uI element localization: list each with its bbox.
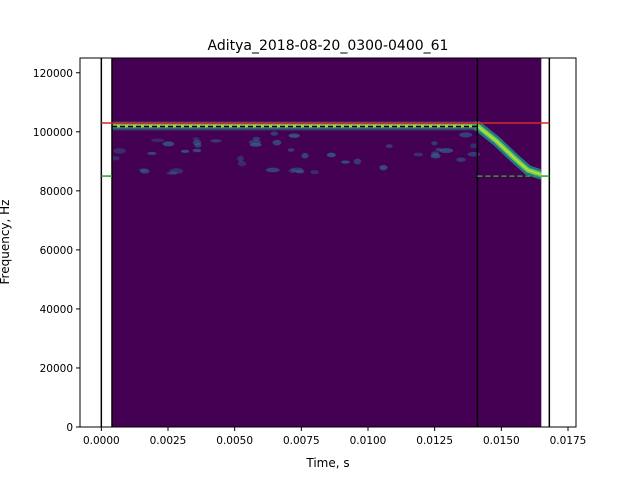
spectrogram-speckle: [147, 151, 157, 155]
spectrogram-speckle: [353, 158, 362, 165]
x-tick-label: 0.0175: [550, 435, 587, 447]
spectrogram-speckle: [467, 151, 481, 157]
y-tick-label: 0: [66, 422, 73, 434]
y-tick-label: 80000: [40, 186, 73, 198]
spectrogram-speckle: [162, 141, 175, 147]
spectrogram-speckle: [435, 147, 442, 152]
flat-band-core: [112, 124, 478, 128]
y-tick-label: 60000: [40, 245, 73, 257]
x-tick-label: 0.0125: [416, 435, 453, 447]
spectrogram-speckle: [210, 139, 222, 143]
spectrogram-speckle: [385, 144, 393, 148]
x-axis-label: Time, s: [305, 456, 349, 470]
chirp-core: [476, 124, 542, 176]
x-tick-label: 0.0050: [216, 435, 253, 447]
spectrogram-speckle: [112, 156, 120, 161]
chart-title: Aditya_2018-08-20_0300-0400_61: [208, 38, 449, 54]
spectrogram-speckle: [113, 148, 126, 154]
spectrogram-speckle: [430, 153, 441, 159]
spectrogram-speckle: [265, 167, 280, 173]
spectrogram-speckle: [288, 133, 300, 138]
spectrogram-speckle: [456, 157, 466, 162]
spectrogram-speckle: [166, 171, 178, 175]
spectrogram-speckle: [140, 168, 150, 174]
spectrogram-speckle: [287, 148, 295, 152]
y-tick-label: 120000: [33, 68, 73, 80]
x-axis: 0.0000 0.0025 0.0050 0.0075 0.0100 0.0125 0.01…: [83, 427, 586, 447]
spectrogram-speckle: [237, 155, 244, 162]
spectrogram-speckle: [180, 149, 190, 153]
spectrogram-speckle: [413, 152, 424, 157]
y-tick-label: 40000: [40, 304, 73, 316]
spectrogram-speckle: [138, 168, 147, 173]
x-tick-label: 0.0150: [483, 435, 520, 447]
y-axis-label: Frequency, Hz: [0, 200, 12, 285]
x-tick-label: 0.0075: [283, 435, 320, 447]
spectrogram-speckle: [272, 139, 282, 146]
spectrogram-speckle: [237, 160, 247, 167]
x-tick-label: 0.0100: [350, 435, 387, 447]
spectrogram-speckle: [310, 170, 319, 175]
x-tick-label: 0.0000: [83, 435, 120, 447]
spectrogram-speckle: [192, 137, 200, 141]
plot-frame: [79, 57, 577, 428]
spectrogram-speckle: [295, 169, 305, 174]
spectrogram-speckle: [252, 136, 261, 141]
spectrogram-background: [112, 58, 542, 427]
spectrogram-speckle: [301, 152, 309, 159]
spectrogram-features: [112, 120, 542, 180]
spectrogram-speckle: [459, 132, 473, 138]
spectrogram-speckle: [288, 168, 297, 174]
spectrogram-speckle: [248, 139, 262, 145]
spectrogram-speckle: [431, 141, 438, 146]
y-tick-label: 20000: [40, 363, 73, 375]
spectrogram-speckle: [439, 148, 454, 154]
spectrogram-speckle: [192, 139, 202, 146]
y-axis: 0 20000 40000 60000 80000 100000 120000: [33, 68, 80, 434]
spectrogram-speckle: [470, 143, 478, 149]
spectrogram-speckle: [326, 152, 336, 158]
spectrogram-speckle: [192, 148, 202, 153]
spectrogram-speckle: [379, 165, 388, 171]
spectrogram-speckle: [270, 131, 279, 136]
x-tick-label: 0.0025: [150, 435, 187, 447]
spectrogram-speckle: [341, 160, 350, 164]
y-tick-label: 100000: [33, 127, 73, 139]
spectrogram-speckle: [151, 138, 165, 143]
